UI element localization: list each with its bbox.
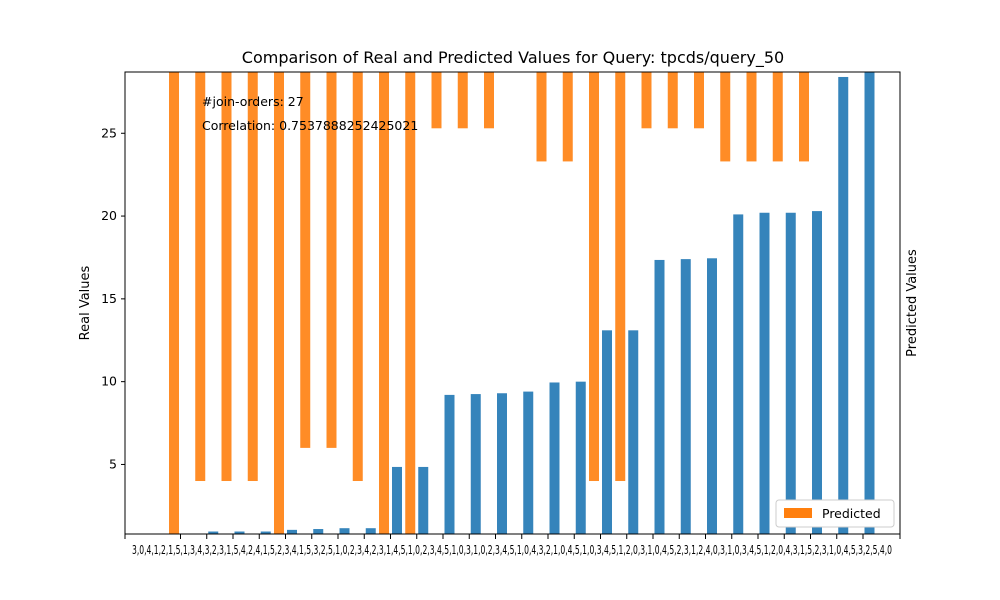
bar-predicted-15 [562,72,573,162]
bar-real-10 [444,394,455,534]
chart-title: Comparison of Real and Predicted Values … [242,48,784,68]
bar-predicted-21 [720,72,731,162]
legend: Predicted [775,499,895,528]
legend-box [775,499,895,528]
annotation-join-orders: #join-orders: 27 [202,94,304,109]
bar-real-17 [628,330,639,534]
bar-predicted-11 [457,72,468,129]
y-axis-label-right: Predicted Values [905,249,920,357]
bars-group [169,72,875,534]
bar-real-22 [759,212,770,534]
y-tick-label-0: 5 [109,456,117,471]
bar-real-21 [733,214,744,534]
bar-predicted-8 [379,72,389,534]
bar-predicted-17 [615,72,626,482]
bar-real-4 [287,529,297,534]
bar-real-14 [549,382,560,534]
bar-real-3 [260,531,271,534]
bar-real-2 [234,531,245,534]
bar-predicted-19 [667,72,678,129]
y-axis-left: 5 10 15 20 25 [101,125,125,471]
bar-real-1 [208,531,219,534]
bar-real-24 [812,211,822,534]
bar-real-5 [313,529,324,534]
bar-real-15 [575,381,586,534]
bar-real-20 [707,258,717,534]
y-axis-label-left: Real Values [78,265,93,340]
bar-predicted-9 [405,72,416,534]
x-axis [124,534,901,539]
bar-predicted-16 [589,72,599,482]
bar-real-8 [392,466,402,534]
bar-real-13 [523,391,534,534]
bar-real-19 [680,259,691,534]
bar-real-11 [470,394,481,534]
bar-real-23 [785,212,796,534]
bar-predicted-20 [694,72,704,129]
bar-predicted-14 [536,72,547,162]
bar-predicted-3 [247,72,258,482]
bar-real-9 [418,466,429,534]
bar-predicted-10 [431,72,442,129]
bar-predicted-5 [300,72,311,448]
y-tick-label-4: 25 [101,125,117,140]
bar-predicted-22 [746,72,757,162]
bar-real-12 [497,393,507,534]
bar-real-6 [339,528,350,534]
bar-predicted-1 [195,72,206,482]
bar-predicted-0 [169,72,179,534]
bar-predicted-6 [326,72,337,448]
bar-real-25 [838,76,849,534]
y-tick-label-2: 15 [101,291,117,306]
legend-label-predicted: Predicted [822,506,881,521]
y-tick-label-1: 10 [101,374,117,389]
bar-predicted-12 [484,72,494,129]
bar-real-7 [365,528,376,534]
bar-real-26 [864,72,875,534]
annotation-correlation: Correlation: 0.7537888252425021 [202,118,418,133]
bar-real-16 [602,330,612,534]
bar-predicted-24 [799,72,809,162]
bar-predicted-7 [352,72,363,482]
bar-predicted-18 [641,72,652,129]
y-tick-label-3: 20 [101,208,117,223]
bar-predicted-2 [221,72,232,482]
bar-real-18 [654,259,665,534]
x-tick-labels: 3,0,4,1,2,1,5,1,3,4,3,2,3,1,5,4,2,4,1,5,… [132,542,892,557]
legend-swatch-predicted [784,508,812,518]
bar-predicted-4 [274,72,284,534]
bar-predicted-23 [772,72,783,162]
plot-frame [124,71,901,535]
